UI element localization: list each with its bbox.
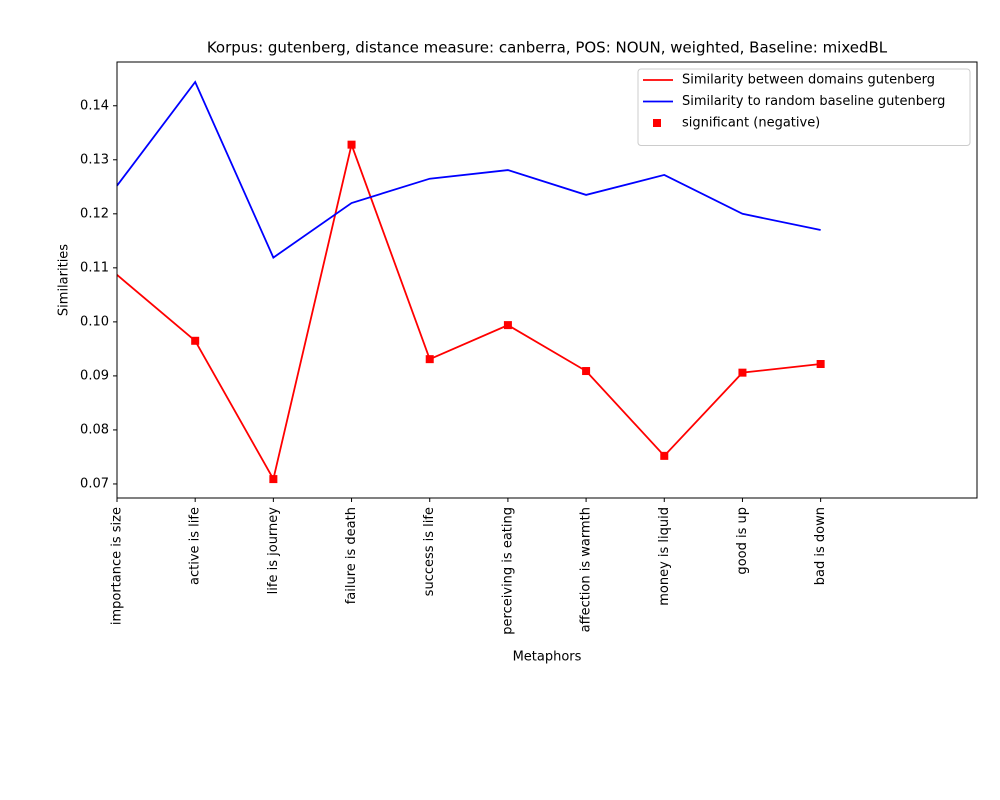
legend-label: Similarity to random baseline gutenberg	[682, 94, 945, 109]
y-tick-label: 0.09	[80, 368, 109, 383]
y-tick-label: 0.12	[80, 206, 109, 221]
marker	[816, 360, 825, 369]
x-tick-label: good is up	[735, 507, 750, 575]
x-tick-label: money is liquid	[657, 507, 672, 606]
marker	[582, 367, 591, 376]
marker	[347, 140, 356, 149]
legend-marker	[653, 119, 661, 127]
x-tick-label: bad is down	[813, 507, 828, 585]
marker	[191, 336, 200, 345]
x-tick-label: failure is death	[344, 507, 359, 604]
series-line	[116, 80, 821, 259]
plot-frame	[116, 61, 978, 499]
y-tick-label: 0.11	[80, 260, 109, 275]
y-tick-label: 0.13	[80, 152, 109, 167]
marker	[660, 451, 669, 460]
x-tick-label: life is journey	[266, 507, 281, 595]
marker	[425, 355, 434, 364]
x-tick-label: importance is size	[110, 507, 125, 625]
legend-label: Similarity between domains gutenberg	[682, 73, 935, 88]
y-tick-label: 0.07	[80, 476, 109, 491]
marker	[503, 321, 512, 330]
x-axis-label: Metaphors	[513, 650, 582, 665]
x-tick-label: success is life	[422, 507, 437, 596]
y-tick-label: 0.10	[80, 314, 109, 329]
legend-label: significant (negative)	[682, 116, 820, 131]
x-tick-label: active is life	[188, 507, 203, 585]
y-axis-label: Similarities	[57, 244, 72, 316]
marker	[738, 368, 747, 377]
legend-box	[637, 68, 971, 146]
x-tick-label: perceiving is eating	[500, 507, 515, 635]
series-line	[116, 141, 821, 482]
y-tick-label: 0.14	[80, 98, 109, 113]
chart-title: Korpus: gutenberg, distance measure: can…	[207, 39, 888, 57]
y-tick-label: 0.08	[80, 422, 109, 437]
x-tick-label: affection is warmth	[579, 507, 594, 632]
marker	[269, 475, 278, 484]
